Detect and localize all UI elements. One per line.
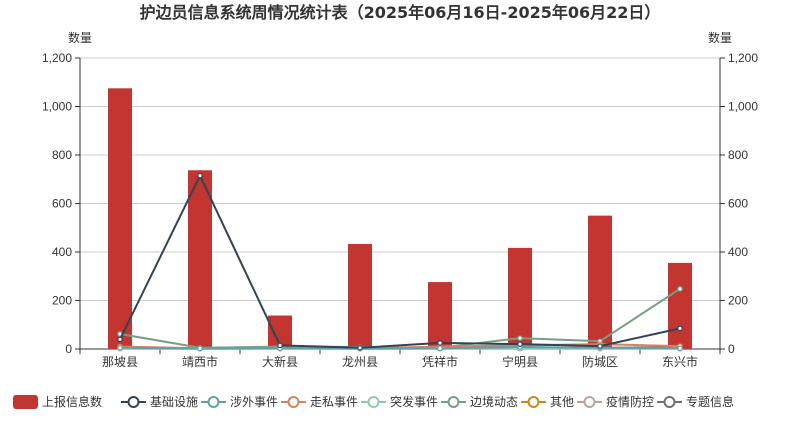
- legend-label: 边境动态: [470, 394, 518, 409]
- category-label: 东兴市: [662, 354, 698, 369]
- legend-item[interactable]: 疫情防控: [577, 394, 654, 409]
- legend-swatch-marker: [207, 396, 220, 408]
- category-label: 防城区: [582, 354, 618, 369]
- left-tick-label: 200: [52, 294, 72, 308]
- left-tick-label: 800: [52, 148, 72, 162]
- legend-label: 疫情防控: [606, 394, 654, 409]
- data-point[interactable]: [677, 345, 683, 352]
- series-line: [119, 346, 681, 350]
- legend-swatch-marker: [367, 396, 380, 408]
- legend-swatch-marker: [527, 396, 540, 408]
- legend-item[interactable]: 其他: [521, 395, 574, 409]
- data-point[interactable]: [677, 286, 683, 292]
- left-tick-label: 1,000: [42, 100, 72, 114]
- legend-swatch-marker: [127, 396, 140, 408]
- right-tick-label: 1,000: [728, 100, 758, 114]
- legend-label: 基础设施: [150, 395, 198, 409]
- right-axis-name: 数量: [708, 30, 732, 45]
- bar[interactable]: [668, 262, 692, 349]
- grid-lines: [80, 57, 720, 301]
- chart-title: 护边员信息系统周情况统计表（2025年06月16日-2025年06月22日）: [140, 3, 661, 22]
- data-point[interactable]: [117, 336, 123, 343]
- right-tick-label: 800: [728, 148, 748, 162]
- category-label: 凭祥市: [422, 354, 458, 369]
- bar[interactable]: [108, 88, 132, 349]
- category-label: 那坡县: [102, 355, 138, 369]
- left-tick-label: 600: [52, 197, 72, 211]
- left-axis-name: 数量: [68, 30, 92, 45]
- data-point[interactable]: [517, 335, 523, 341]
- legend-item[interactable]: 边境动态: [441, 394, 518, 409]
- bar[interactable]: [188, 170, 212, 349]
- line-series: [117, 172, 683, 352]
- right-tick-label: 600: [728, 197, 748, 211]
- category-label: 宁明县: [502, 354, 538, 369]
- category-label: 龙州县: [342, 355, 378, 369]
- legend-swatch-bar: [13, 395, 38, 409]
- legend-item[interactable]: 上报信息数: [13, 394, 102, 409]
- data-point[interactable]: [597, 343, 603, 349]
- legend-item[interactable]: 突发事件: [361, 394, 438, 409]
- legend-label: 涉外事件: [230, 395, 278, 409]
- right-tick-label: 400: [728, 245, 748, 259]
- legend-swatch-marker: [447, 396, 460, 408]
- data-point[interactable]: [437, 345, 443, 352]
- legend-label: 专题信息: [686, 394, 734, 409]
- right-tick-label: 1,200: [728, 51, 758, 65]
- legend-item[interactable]: 走私事件: [281, 395, 358, 409]
- data-point[interactable]: [517, 341, 523, 347]
- legend-swatch-marker: [287, 396, 300, 408]
- bar[interactable]: [508, 247, 532, 349]
- legend-label: 突发事件: [390, 394, 438, 409]
- category-label: 大新县: [262, 354, 298, 369]
- legend[interactable]: 上报信息数 基础设施 涉外事件 走私事件 突发事件 边境动态 其他 疫情防控 专题信息: [13, 394, 734, 409]
- legend-item[interactable]: 基础设施: [121, 395, 198, 409]
- legend-item[interactable]: 专题信息: [657, 394, 734, 409]
- data-point[interactable]: [677, 325, 683, 332]
- data-point[interactable]: [117, 344, 123, 351]
- bar[interactable]: [428, 282, 452, 349]
- legend-label: 走私事件: [310, 395, 358, 409]
- legend-item[interactable]: 涉外事件: [201, 395, 278, 409]
- data-point[interactable]: [437, 340, 443, 346]
- data-point[interactable]: [197, 172, 203, 179]
- legend-label: 上报信息数: [42, 394, 102, 409]
- right-tick-label: 0: [728, 342, 735, 356]
- axes: 0 0 200 200 400 400 600 600 800 800 1,000 1,000 1,20…: [42, 51, 758, 369]
- bar[interactable]: [348, 243, 372, 349]
- data-point[interactable]: [277, 342, 283, 349]
- bar-series: [108, 88, 692, 349]
- data-point[interactable]: [197, 345, 203, 352]
- legend-swatch-marker: [583, 396, 596, 408]
- legend-label: 其他: [550, 395, 574, 409]
- legend-swatch-marker: [663, 396, 676, 408]
- left-tick-label: 0: [65, 342, 72, 356]
- left-tick-label: 1,200: [42, 51, 72, 65]
- data-point[interactable]: [357, 344, 363, 351]
- right-tick-label: 200: [728, 294, 748, 308]
- series-line: [119, 173, 681, 349]
- bar[interactable]: [588, 215, 612, 349]
- left-tick-label: 400: [52, 245, 72, 259]
- category-label: 靖西市: [182, 354, 218, 369]
